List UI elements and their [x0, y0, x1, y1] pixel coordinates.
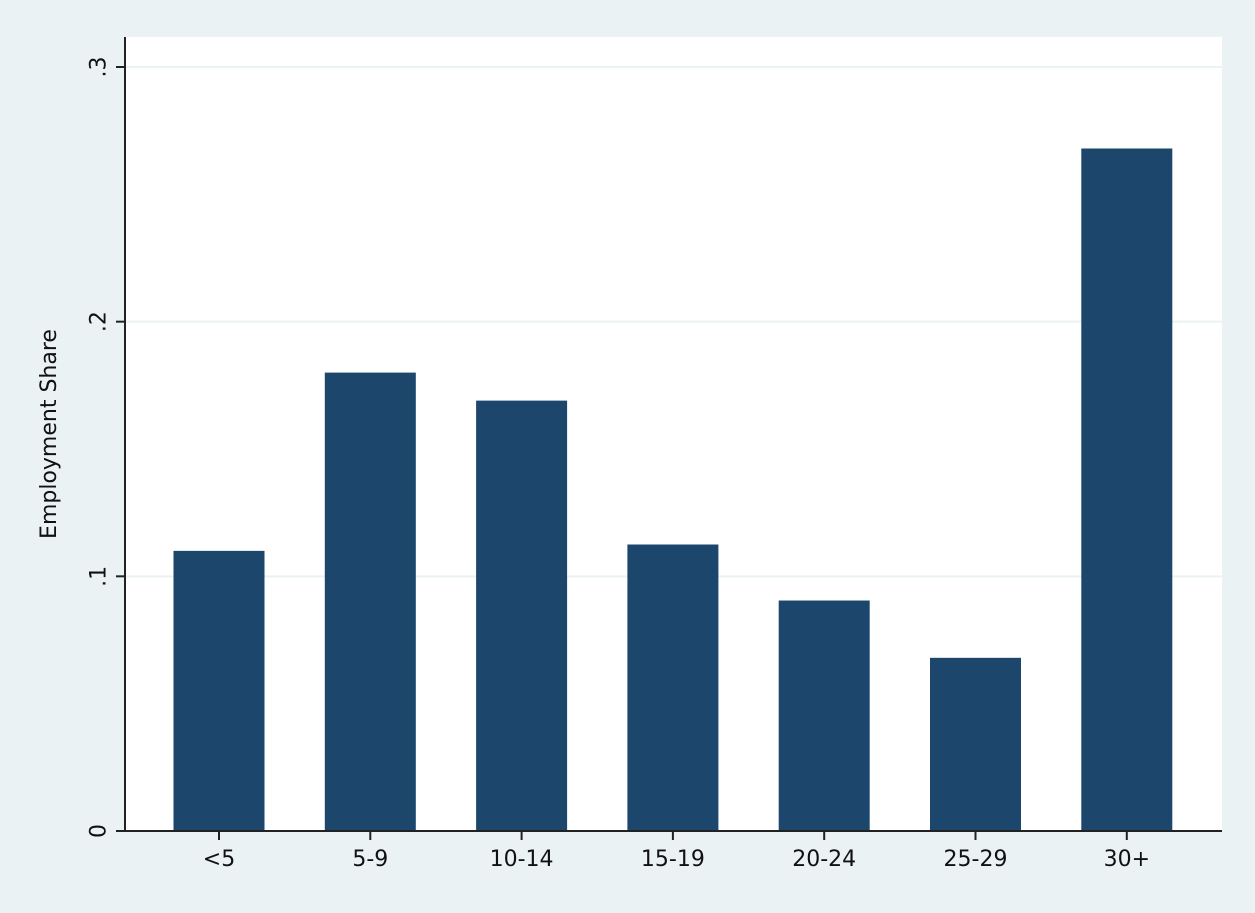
x-tick-label: 5-9 [352, 847, 388, 872]
x-tick-label: 20-24 [792, 847, 856, 872]
bar-20-24 [778, 600, 870, 831]
bar-10-14 [476, 400, 568, 831]
bar-5-9 [324, 372, 416, 831]
y-tick-label: .3 [87, 57, 112, 78]
x-tick-label: <5 [203, 847, 235, 872]
bar-25-29 [930, 657, 1021, 831]
y-tick-label: .2 [87, 311, 112, 332]
bar-30 [1081, 148, 1173, 831]
bars [173, 148, 1173, 831]
bar-5 [173, 550, 265, 831]
x-tick-label: 30+ [1104, 847, 1150, 872]
x-tick-label: 10-14 [490, 847, 554, 872]
y-tick-label: 0 [87, 824, 112, 838]
x-axis-ticks: <5 5-9 10-14 15-19 20-24 25-29 30+ [203, 831, 1150, 872]
x-tick-label: 15-19 [641, 847, 705, 872]
y-tick-label: .1 [87, 566, 112, 587]
y-axis-ticks: 0 .1 .2 .3 [87, 57, 125, 838]
y-axis-title: Employment Share [37, 329, 62, 539]
x-tick-label: 25-29 [944, 847, 1008, 872]
bar-15-19 [627, 544, 719, 831]
